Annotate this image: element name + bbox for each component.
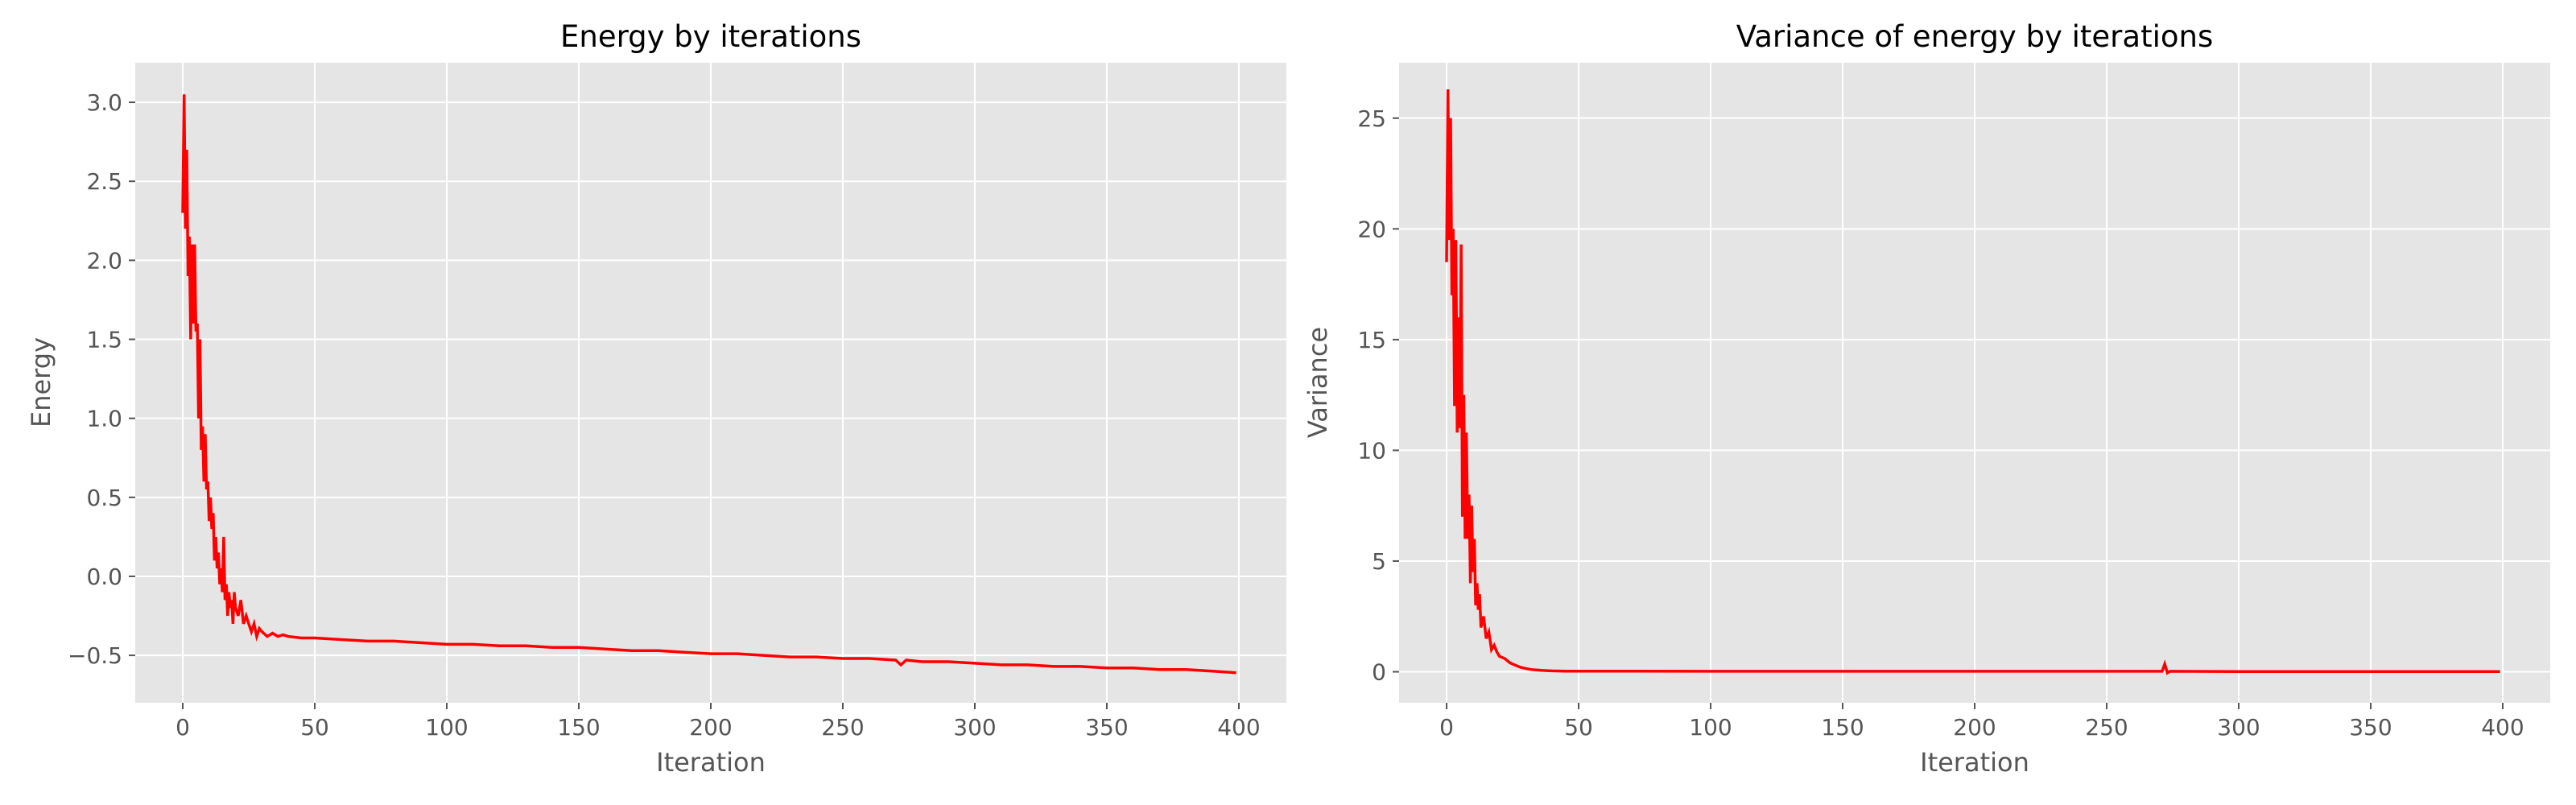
energy-x-tick-label: 250 (821, 714, 864, 741)
variance-x-tick-label: 150 (1821, 714, 1864, 741)
energy-line (181, 94, 1236, 675)
energy-y-ticks: −0.5 0.0 0.5 1.0 1.5 2.0 2.5 3.0 (68, 89, 135, 669)
energy-x-ticks: 0 50 100 150 200 250 300 350 400 (175, 703, 1261, 741)
variance-x-tick-label: 300 (2217, 714, 2260, 741)
energy-y-axis-label: Energy (26, 337, 56, 427)
energy-chart: 0 50 100 150 200 250 300 350 400 −0.5 0.0 0.5 1.0 1.… (26, 19, 1286, 778)
energy-x-tick-label: 200 (689, 714, 732, 741)
variance-x-tick-label: 400 (2481, 714, 2524, 741)
variance-y-tick-label: 5 (1372, 548, 1386, 575)
variance-y-ticks: 0 5 10 15 20 25 (1357, 105, 1399, 685)
energy-x-tick-label: 50 (300, 714, 329, 741)
variance-y-tick-label: 10 (1357, 437, 1386, 464)
energy-grid (135, 63, 1286, 703)
energy-y-tick-label: 3.0 (86, 89, 122, 116)
energy-y-tick-label: 0.0 (86, 564, 122, 590)
energy-x-tick-label: 100 (425, 714, 468, 741)
energy-x-tick-label: 150 (557, 714, 600, 741)
energy-y-tick-label: −0.5 (68, 642, 122, 669)
energy-y-tick-label: 2.5 (86, 168, 122, 195)
variance-x-tick-label: 250 (2085, 714, 2128, 741)
variance-x-tick-label: 100 (1689, 714, 1732, 741)
energy-series-line-0 (181, 94, 1236, 675)
energy-chart-title: Energy by iterations (560, 19, 861, 54)
energy-x-tick-label: 400 (1217, 714, 1260, 741)
variance-chart: 0 50 100 150 200 250 300 350 400 0 5 10 15 20 25 Vari… (1302, 19, 2550, 778)
variance-x-axis-label: Iteration (1920, 747, 2029, 778)
energy-y-tick-label: 2.0 (86, 247, 122, 274)
variance-line (1445, 89, 2500, 675)
energy-y-tick-label: 1.0 (86, 406, 122, 432)
variance-x-tick-label: 350 (2349, 714, 2392, 741)
variance-x-tick-label: 0 (1439, 714, 1454, 741)
energy-y-tick-label: 1.5 (86, 327, 122, 353)
variance-series-line-0 (1445, 89, 2500, 675)
variance-x-tick-label: 50 (1564, 714, 1593, 741)
energy-x-tick-label: 300 (953, 714, 996, 741)
energy-x-axis-label: Iteration (656, 747, 766, 778)
variance-x-ticks: 0 50 100 150 200 250 300 350 400 (1439, 703, 2524, 741)
variance-y-axis-label: Variance (1302, 327, 1333, 438)
energy-x-tick-label: 0 (175, 714, 190, 741)
energy-y-tick-label: 0.5 (86, 485, 122, 511)
variance-chart-title: Variance of energy by iterations (1736, 19, 2213, 54)
variance-y-tick-label: 15 (1357, 327, 1386, 353)
variance-x-tick-label: 200 (1953, 714, 1996, 741)
variance-y-tick-label: 20 (1357, 216, 1386, 242)
variance-y-tick-label: 0 (1372, 658, 1386, 685)
energy-x-tick-label: 350 (1085, 714, 1128, 741)
variance-y-tick-label: 25 (1357, 105, 1386, 132)
